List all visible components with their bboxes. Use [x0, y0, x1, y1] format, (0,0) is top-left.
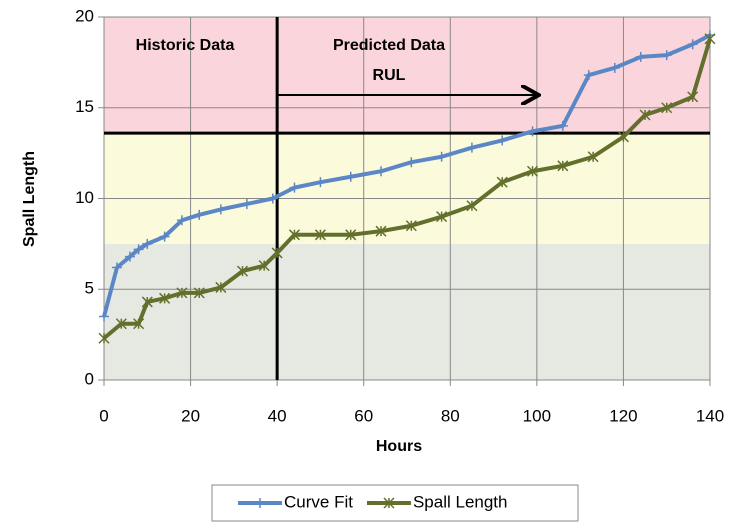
data-marker [466, 200, 478, 212]
data-marker [527, 126, 538, 137]
legend-label: Curve Fit [284, 492, 353, 511]
data-marker [215, 204, 226, 215]
data-marker [436, 211, 448, 223]
data-marker [704, 33, 716, 45]
x-tick-label: 20 [181, 406, 200, 425]
data-marker [159, 292, 171, 304]
data-marker [405, 220, 417, 232]
data-marker [406, 157, 417, 168]
data-marker [258, 260, 270, 272]
data-marker [133, 318, 145, 330]
data-marker [176, 215, 187, 226]
data-marker [609, 62, 620, 73]
data-marker [115, 318, 127, 330]
data-marker [526, 165, 539, 177]
data-marker [159, 231, 170, 242]
data-marker [176, 287, 188, 299]
y-tick-label: 20 [75, 6, 94, 25]
data-marker [557, 120, 568, 131]
data-marker [241, 198, 252, 209]
y-tick-label: 0 [85, 369, 94, 388]
data-marker [194, 209, 205, 220]
y-tick-label: 15 [75, 97, 94, 116]
data-marker [215, 281, 227, 293]
band [104, 17, 710, 134]
legend-marker [383, 497, 395, 509]
data-marker [661, 50, 672, 61]
x-tick-label: 80 [441, 406, 460, 425]
legend-label: Spall Length [413, 492, 508, 511]
data-marker [497, 135, 508, 146]
data-marker [288, 229, 300, 241]
data-marker [141, 296, 153, 308]
data-marker [98, 332, 110, 344]
data-marker [267, 193, 278, 204]
data-marker [133, 244, 144, 255]
data-marker [345, 171, 356, 182]
data-marker [617, 131, 629, 143]
data-marker [111, 262, 122, 273]
data-marker [661, 102, 673, 114]
x-axis-label: Hours [376, 438, 422, 455]
data-marker [193, 287, 205, 299]
annotation: Predicted Data [333, 37, 445, 54]
data-marker [583, 70, 594, 81]
data-marker [687, 39, 698, 50]
data-marker [587, 151, 599, 163]
plot-frame [103, 16, 711, 381]
annotation: RUL [373, 67, 406, 84]
data-marker [345, 229, 357, 241]
x-tick-label: 120 [609, 406, 637, 425]
x-tick-label: 60 [354, 406, 373, 425]
band [104, 243, 710, 380]
legend-marker [255, 498, 265, 508]
data-marker [236, 265, 249, 277]
x-tick-label: 140 [696, 406, 724, 425]
x-tick-label: 100 [523, 406, 551, 425]
data-marker [639, 109, 651, 121]
data-marker [99, 311, 109, 322]
data-marker [375, 225, 387, 237]
y-axis-label: Spall Length [21, 151, 38, 247]
data-marker [557, 160, 569, 172]
data-marker [436, 151, 447, 162]
data-marker [142, 238, 153, 249]
data-marker [314, 229, 326, 241]
data-marker [289, 182, 300, 193]
data-marker [496, 176, 508, 188]
data-marker [466, 142, 477, 153]
y-tick-label: 10 [75, 188, 94, 207]
x-tick-label: 40 [268, 406, 287, 425]
data-marker [635, 51, 646, 62]
data-marker [687, 91, 699, 103]
y-tick-label: 5 [85, 279, 94, 298]
data-marker [271, 247, 283, 259]
annotation: Historic Data [136, 37, 235, 54]
data-marker [376, 166, 387, 177]
x-tick-label: 0 [99, 406, 108, 425]
data-marker [315, 177, 326, 188]
data-marker [124, 251, 135, 262]
